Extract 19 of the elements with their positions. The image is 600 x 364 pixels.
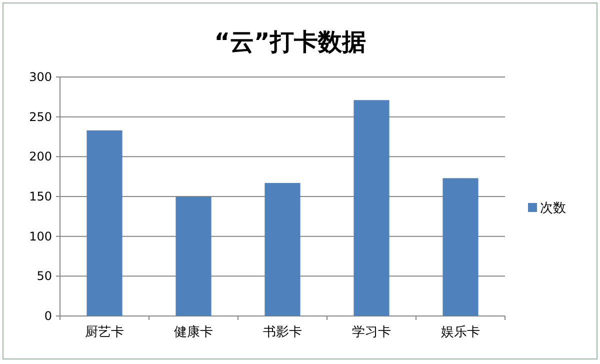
y-tick-label: 150 (29, 190, 52, 204)
chart-title: “云”打卡数据 (214, 28, 366, 56)
y-tick-label: 250 (29, 110, 52, 124)
x-tick-label: 厨艺卡 (85, 325, 124, 340)
y-tick-label: 100 (29, 229, 52, 244)
x-tick-label: 学习卡 (352, 325, 391, 340)
bar (442, 178, 478, 316)
x-tick-label: 书影卡 (263, 325, 302, 340)
bar (176, 196, 212, 316)
bar (264, 182, 300, 316)
x-tick-label: 娱乐卡 (441, 325, 480, 340)
y-tick-label: 300 (29, 70, 52, 84)
bar (86, 130, 122, 316)
x-tick-label: 健康卡 (174, 325, 213, 340)
y-tick-label: 0 (44, 309, 52, 323)
y-tick-label: 200 (29, 150, 52, 164)
bar (354, 100, 390, 316)
y-tick-label: 50 (36, 269, 52, 284)
legend-label: 次数 (540, 201, 566, 216)
